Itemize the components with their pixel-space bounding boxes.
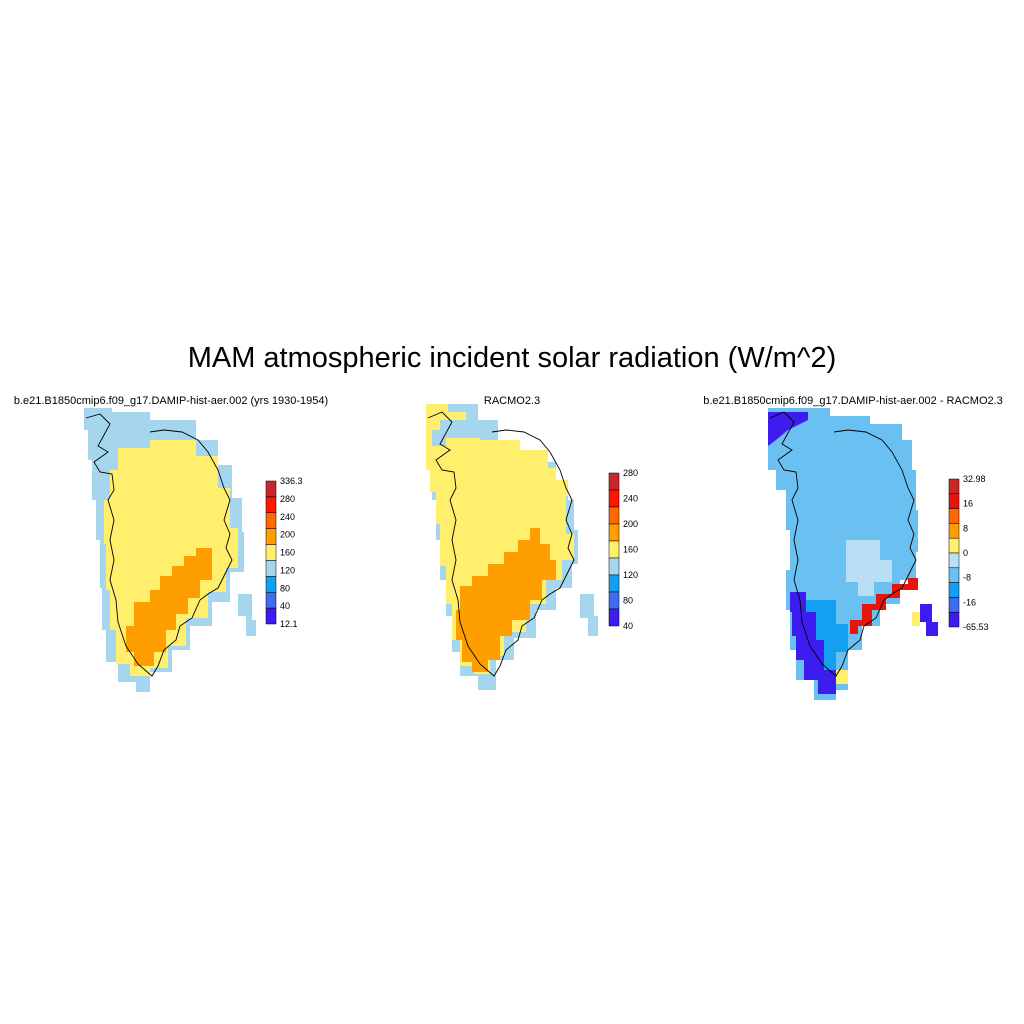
colorbar-swatch [265, 496, 277, 514]
colorbar-tick-label: 80 [280, 583, 290, 593]
colorbar-tick-label: 16 [963, 499, 973, 509]
colorbar-swatch [948, 597, 960, 613]
panel-2-title: RACMO2.3 [483, 395, 541, 407]
colorbar-tick-label: 8 [963, 523, 968, 533]
colorbar-tick-label: 336.3 [280, 476, 303, 486]
colorbar-tick-label: 240 [623, 494, 638, 504]
colorbar-swatch [265, 576, 277, 593]
colorbar-swatch [265, 528, 277, 545]
colorbar-tick-label: 120 [280, 565, 295, 575]
panel-3-cells-blue [768, 408, 918, 700]
colorbar-tick-label: 280 [623, 468, 638, 478]
colorbar-swatch [608, 472, 620, 491]
colorbar-swatch [265, 544, 277, 561]
colorbar-tick-label: 120 [623, 570, 638, 580]
colorbar-swatch [948, 582, 960, 598]
panel-2-map [426, 404, 598, 690]
panel-2-cells-island [580, 594, 598, 636]
colorbar-swatch [608, 523, 620, 542]
panel-3-cells-darkblue-nw [768, 412, 808, 446]
panel-2-coastline [427, 411, 575, 677]
colorbar-swatch [948, 523, 960, 539]
colorbar-tick-label: 40 [623, 621, 633, 631]
panel-2-cells-orange [456, 528, 556, 672]
colorbar-swatch [948, 552, 960, 569]
figure-title: MAM atmospheric incident solar radiation… [187, 342, 837, 374]
panel-3-title: b.e21.B1850cmip6.f09_g17.DAMIP-hist-aer.… [703, 395, 1003, 407]
colorbar-tick-label: 32.98 [963, 474, 986, 484]
colorbar-panel-2: 280 240 200 160 120 80 40 [608, 468, 638, 631]
colorbar-swatch [948, 508, 960, 524]
panel-1-map [84, 408, 256, 692]
panel-1-coastline [85, 413, 233, 677]
panel-3-coastline [769, 411, 917, 677]
panel-3-map [768, 408, 938, 700]
colorbar-swatch [948, 537, 960, 554]
colorbar-swatch [948, 478, 960, 495]
colorbar-swatch [608, 557, 620, 576]
colorbar-tick-label: 0 [963, 548, 968, 558]
colorbar-swatch [265, 607, 277, 625]
panel-3-cells-red [850, 578, 918, 634]
panel-1-cells-orange [126, 548, 212, 666]
colorbar-panel-1: 336.3 280 240 200 160 120 80 40 12.1 [265, 476, 303, 629]
colorbar-swatch [948, 611, 960, 628]
colorbar-tick-label: 160 [623, 545, 638, 555]
colorbar-tick-label: -65.53 [963, 622, 989, 632]
colorbar-swatch [265, 480, 277, 498]
colorbar-tick-label: 280 [280, 494, 295, 504]
colorbar-tick-label: 200 [623, 519, 638, 529]
colorbar-swatch [608, 506, 620, 525]
panel-3-cells-lightblue [846, 540, 892, 596]
colorbar-tick-label: 240 [280, 512, 295, 522]
colorbar-panel-3: 32.98 16 8 0 -8 -16 -65.53 [948, 474, 989, 632]
colorbar-swatch [608, 489, 620, 508]
colorbar-tick-label: -8 [963, 573, 971, 583]
colorbar-swatch [265, 560, 277, 577]
colorbar-swatch [948, 493, 960, 509]
colorbar-tick-label: 160 [280, 548, 295, 558]
panel-1-title: b.e21.B1850cmip6.f09_g17.DAMIP-hist-aer.… [13, 395, 329, 407]
colorbar-tick-label: -16 [963, 597, 976, 607]
colorbar-swatch [608, 591, 620, 610]
colorbar-swatch [265, 591, 277, 609]
colorbar-swatch [948, 567, 960, 583]
colorbar-swatch [608, 540, 620, 559]
colorbar-swatch [608, 608, 620, 627]
panel-3-cells-darkblue-se [920, 604, 938, 636]
colorbar-tick-label: 12.1 [280, 619, 298, 629]
colorbar-swatch [608, 574, 620, 593]
colorbar-tick-label: 40 [280, 601, 290, 611]
panel-1-cells-island [238, 594, 256, 636]
panel-3-cells-yellow [836, 612, 920, 684]
colorbar-swatch [265, 512, 277, 529]
colorbar-tick-label: 200 [280, 530, 295, 540]
colorbar-tick-label: 80 [623, 596, 633, 606]
